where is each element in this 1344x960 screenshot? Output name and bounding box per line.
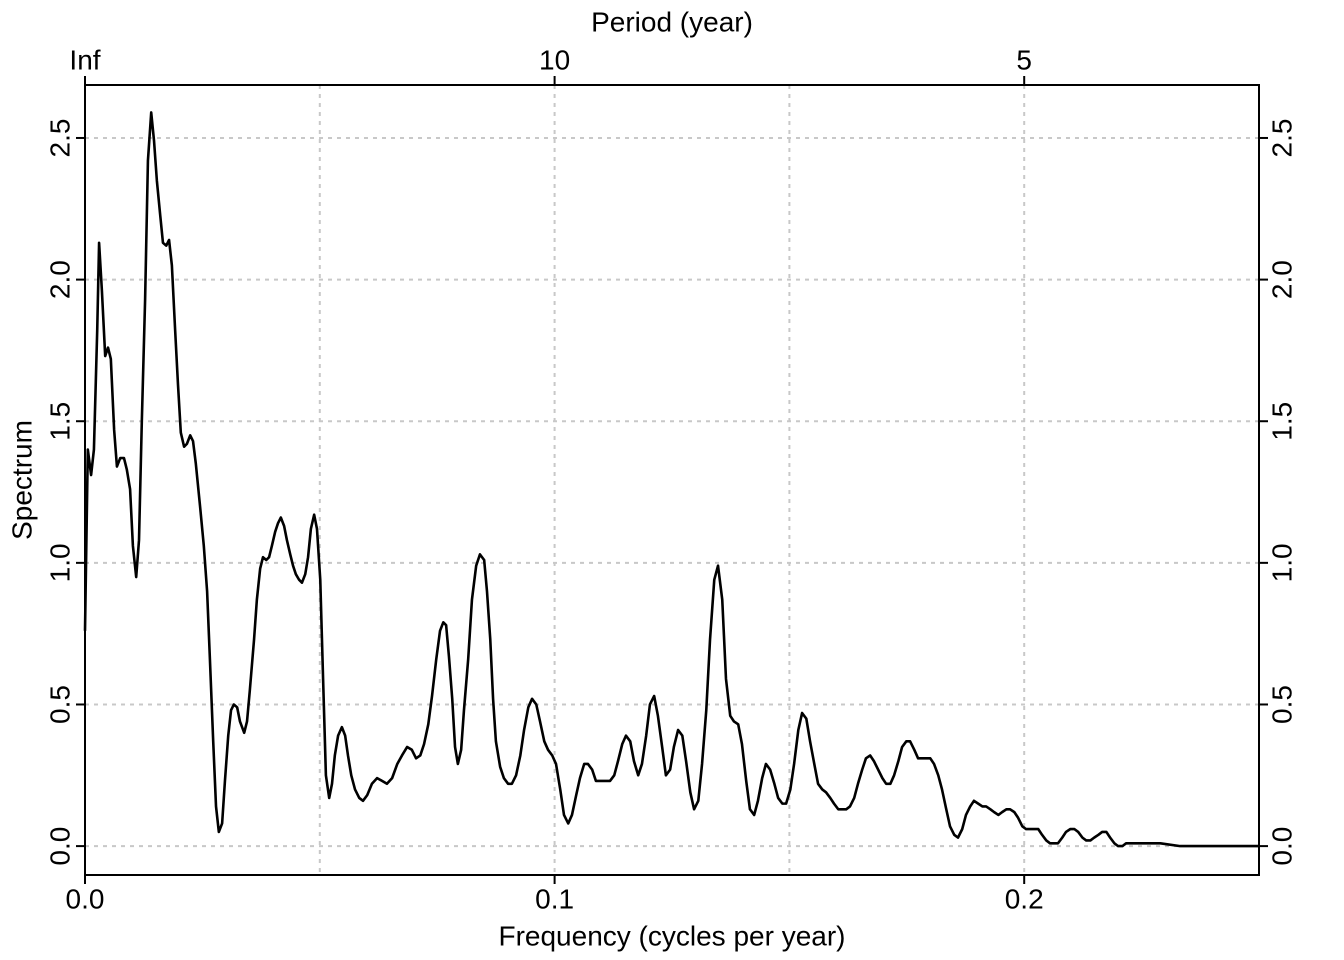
- right-tick-label: 2.0: [1266, 260, 1297, 299]
- right-tick-label: 1.5: [1266, 402, 1297, 441]
- y-axis-label: Spectrum: [6, 420, 37, 540]
- y-tick-label: 2.5: [44, 119, 75, 158]
- y-tick-label: 0.0: [44, 827, 75, 866]
- y-tick-label: 0.5: [44, 685, 75, 724]
- y-tick-label: 2.0: [44, 260, 75, 299]
- top-tick-label: Inf: [69, 44, 100, 75]
- x-tick-label: 0.1: [535, 883, 574, 914]
- y-tick-label: 1.5: [44, 402, 75, 441]
- right-tick-label: 0.5: [1266, 685, 1297, 724]
- top-axis-label: Period (year): [591, 6, 753, 37]
- top-tick-label: 10: [539, 44, 570, 75]
- x-tick-label: 0.0: [66, 883, 105, 914]
- spectrum-line: [83, 111, 1259, 848]
- right-tick-label: 2.5: [1266, 119, 1297, 158]
- x-tick-label: 0.2: [1005, 883, 1044, 914]
- top-tick-label: 5: [1016, 44, 1032, 75]
- x-axis-label: Frequency (cycles per year): [498, 920, 845, 951]
- plot-frame: [84, 84, 1260, 876]
- right-tick-label: 1.0: [1266, 543, 1297, 582]
- y-tick-label: 1.0: [44, 543, 75, 582]
- right-tick-label: 0.0: [1266, 827, 1297, 866]
